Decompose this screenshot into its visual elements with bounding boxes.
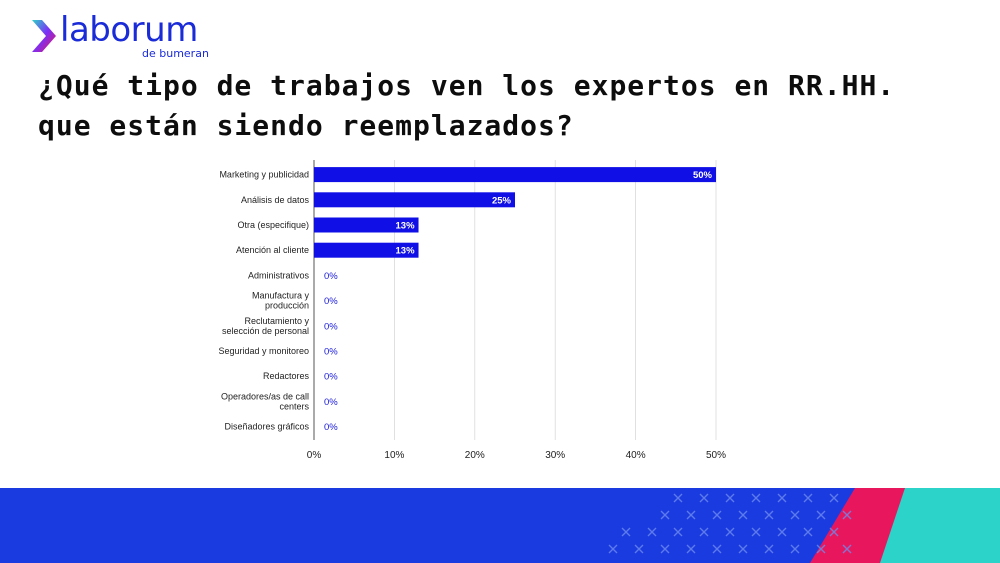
x-mark	[647, 527, 657, 537]
x-tick-label: 40%	[626, 450, 646, 461]
data-label: 13%	[396, 221, 416, 232]
category-labels: Marketing y publicidad Análisis de datos O…	[218, 170, 309, 432]
x-mark	[777, 527, 787, 537]
category-label: Marketing y publicidad	[219, 170, 309, 180]
x-mark	[842, 510, 852, 520]
x-mark	[686, 544, 696, 554]
category-label: Administrativos	[248, 270, 310, 280]
category-label: Análisis de datos	[241, 195, 310, 205]
laborum-logo: laborum de bumeran	[30, 10, 210, 62]
category-label: Otra (especifique)	[237, 220, 309, 230]
category-label: Seguridad y monitoreo	[218, 346, 309, 356]
value-labels: 50% 25% 13% 13% 0% 0% 0% 0% 0% 0% 0%	[324, 170, 713, 433]
bar	[314, 167, 716, 183]
bar-chart: Marketing y publicidad Análisis de datos O…	[218, 160, 726, 461]
x-mark	[634, 544, 644, 554]
category-label: Atención al cliente	[236, 245, 309, 255]
logo-subtitle: de bumeran	[142, 47, 209, 60]
x-tick-label: 20%	[465, 450, 485, 461]
data-label: 13%	[396, 246, 416, 257]
data-label: 0%	[324, 347, 338, 358]
x-mark	[621, 527, 631, 537]
data-label: 25%	[492, 195, 512, 206]
x-mark	[829, 527, 839, 537]
x-mark	[686, 510, 696, 520]
x-mark	[660, 510, 670, 520]
data-label: 0%	[324, 271, 338, 282]
x-mark	[816, 544, 826, 554]
slide-title: ¿Qué tipo de trabajos ven los expertos e…	[38, 69, 896, 142]
x-mark	[764, 544, 774, 554]
x-mark	[673, 493, 683, 503]
x-mark	[725, 527, 735, 537]
x-mark	[764, 510, 774, 520]
x-mark	[842, 544, 852, 554]
bar	[314, 217, 419, 233]
data-label: 0%	[324, 321, 338, 332]
category-label: Diseñadores gráficos	[224, 422, 309, 432]
data-label: 0%	[324, 422, 338, 433]
x-mark	[673, 527, 683, 537]
x-tick-label: 50%	[706, 450, 726, 461]
x-mark	[738, 510, 748, 520]
x-mark	[829, 493, 839, 503]
category-label: Manufactura y producción	[252, 291, 310, 311]
x-tick-label: 30%	[545, 450, 565, 461]
x-mark	[738, 544, 748, 554]
footer-x-pattern	[608, 493, 852, 554]
x-mark	[660, 544, 670, 554]
x-mark	[712, 544, 722, 554]
footer-banner	[0, 488, 1000, 563]
x-mark	[803, 527, 813, 537]
chart-bars	[314, 167, 716, 258]
x-mark	[790, 510, 800, 520]
bar	[314, 242, 419, 258]
data-label: 0%	[324, 397, 338, 408]
x-mark	[699, 493, 709, 503]
x-mark	[803, 493, 813, 503]
category-label: Reclutamiento y selección de personal	[222, 316, 310, 336]
x-mark	[777, 493, 787, 503]
footer-accent-teal	[880, 488, 1000, 563]
x-mark	[751, 493, 761, 503]
data-label: 50%	[693, 170, 713, 181]
x-mark	[712, 510, 722, 520]
data-label: 0%	[324, 296, 338, 307]
x-mark	[790, 544, 800, 554]
x-mark	[725, 493, 735, 503]
category-label: Redactores	[263, 371, 310, 381]
x-mark	[816, 510, 826, 520]
bar	[314, 192, 515, 208]
x-tick-label: 0%	[307, 450, 322, 461]
logo-wordmark: laborum	[60, 10, 198, 50]
x-mark	[699, 527, 709, 537]
x-mark	[608, 544, 618, 554]
x-mark	[751, 527, 761, 537]
x-axis-ticks: 0% 10% 20% 30% 40% 50%	[307, 450, 726, 461]
x-tick-label: 10%	[384, 450, 404, 461]
category-label: Operadores/as de call centers	[221, 391, 310, 411]
logo-chevron-icon	[32, 20, 56, 52]
data-label: 0%	[324, 372, 338, 383]
